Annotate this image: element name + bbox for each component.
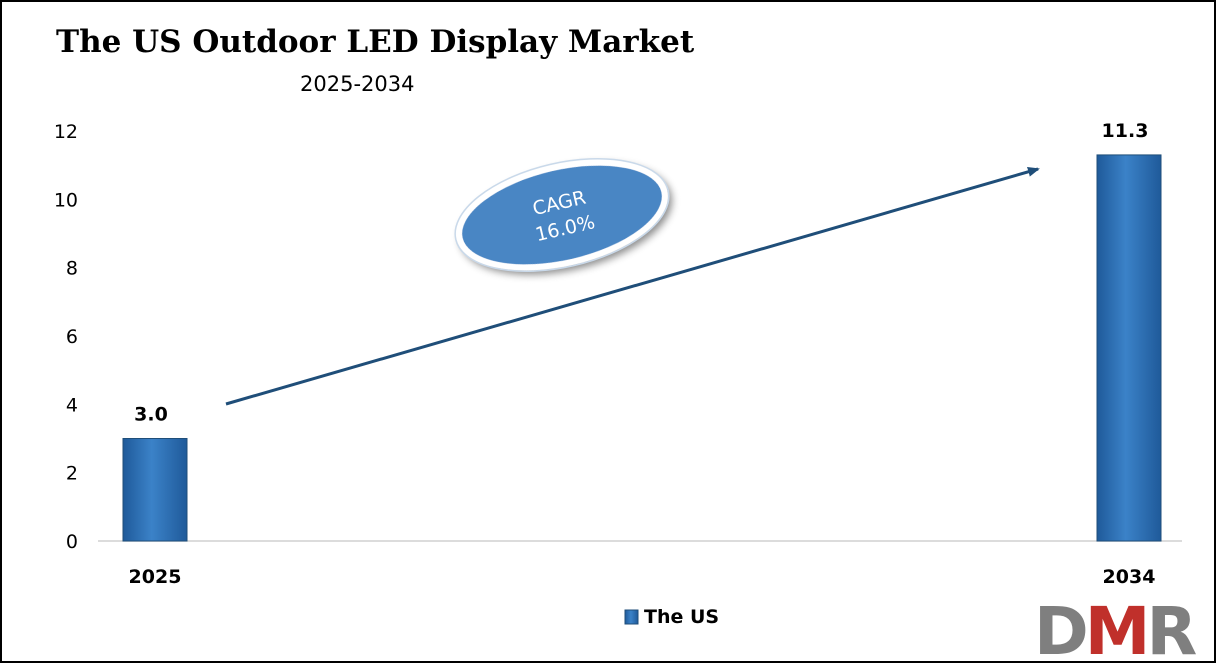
x-tick-label: 2025 [129,566,182,588]
cagr-badge: CAGR 16.0% [454,157,670,273]
cagr-ellipse [456,159,668,271]
cagr-ellipse-outline [454,157,670,273]
legend: The US [624,606,719,628]
data-labels: 3.0 11.3 [134,120,1148,426]
data-label-2025: 3.0 [134,404,168,426]
y-tick-label: 12 [54,121,78,143]
y-tick-label: 10 [54,189,78,211]
y-tick-label: 2 [66,463,78,485]
y-tick-label: 6 [66,326,78,348]
x-axis: 2025 2034 [129,566,1156,588]
x-tick-label: 2034 [1103,566,1156,588]
dmr-logo: DMR [1034,593,1200,661]
legend-swatch [624,609,639,625]
logo-letter-r: R [1146,593,1196,661]
data-label-2034: 11.3 [1102,120,1149,142]
bar-2034 [1096,154,1162,542]
legend-label: The US [644,606,719,628]
svg-text:DMR: DMR [1034,593,1196,661]
y-tick-label: 8 [66,258,78,280]
bars-group [122,154,1162,542]
y-tick-label: 0 [66,531,78,553]
bar-2025 [122,438,188,542]
logo-letter-d: D [1034,593,1086,661]
chart-subtitle: 2025-2034 [300,72,414,96]
chart-title: The US Outdoor LED Display Market [56,24,695,60]
growth-arrow [225,166,1040,406]
y-tick-label: 4 [66,394,78,416]
logo-letter-m: M [1085,593,1147,661]
y-axis: 0 2 4 6 8 10 12 [54,121,78,553]
